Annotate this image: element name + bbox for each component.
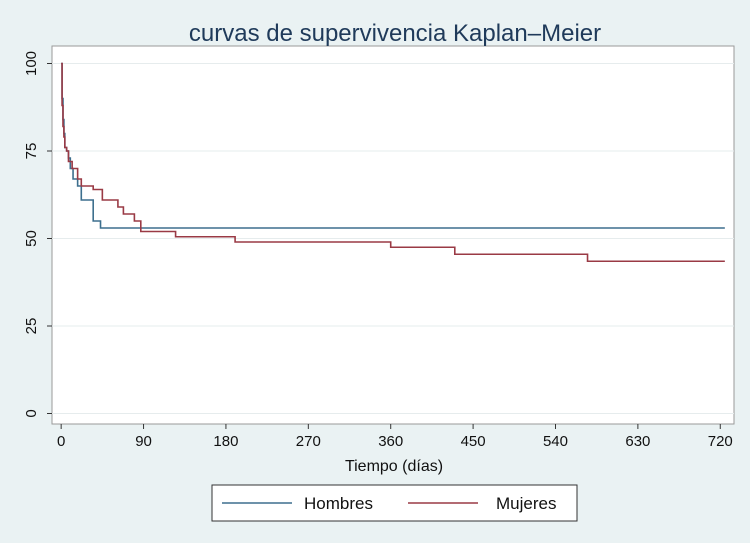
grid-lines — [52, 63, 734, 414]
y-tick-label-100: 100 — [23, 51, 40, 76]
chart-title: curvas de supervivencia Kaplan–Meier — [189, 20, 601, 47]
legend-label-hombres: Hombres — [304, 494, 373, 513]
x-tick-label-540: 540 — [543, 433, 568, 450]
y-tick-label-0: 0 — [23, 409, 40, 417]
y-tick-label-25: 25 — [23, 318, 40, 335]
series-line-mujeres — [61, 62, 725, 263]
series-lines — [61, 62, 725, 263]
x-axis-title: Tiempo (días) — [345, 458, 443, 475]
legend-label-mujeres: Mujeres — [496, 494, 556, 513]
y-axis: 0 25 50 75 100 — [23, 51, 52, 418]
y-tick-label-75: 75 — [23, 143, 40, 160]
x-axis: 0 90 180 270 360 450 540 630 720 — [57, 424, 733, 450]
legend: Hombres Mujeres — [211, 484, 578, 522]
x-tick-label-450: 450 — [461, 433, 486, 450]
plot-area — [51, 45, 735, 425]
x-tick-label-90: 90 — [135, 433, 152, 450]
x-tick-label-0: 0 — [57, 433, 65, 450]
x-tick-label-630: 630 — [625, 433, 650, 450]
x-tick-label-360: 360 — [378, 433, 403, 450]
x-tick-label-720: 720 — [708, 433, 733, 450]
x-tick-label-270: 270 — [296, 433, 321, 450]
x-tick-label-180: 180 — [213, 433, 238, 450]
y-tick-label-50: 50 — [23, 230, 40, 247]
